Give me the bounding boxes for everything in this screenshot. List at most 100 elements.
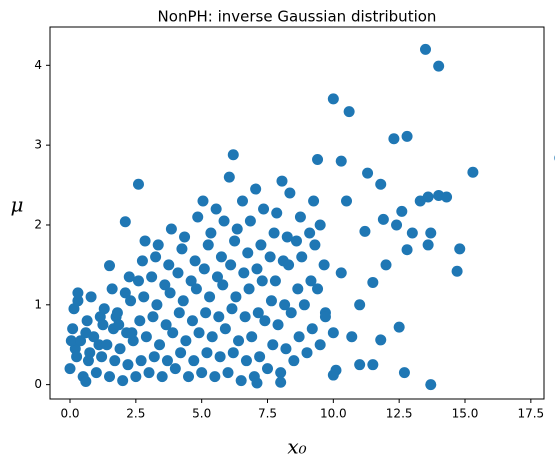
point [301,347,313,359]
point [219,323,231,335]
point [111,307,123,319]
point [292,283,304,295]
point [165,223,177,235]
point [122,359,134,371]
point [90,367,102,379]
point [290,235,302,247]
point [222,367,234,379]
point [143,367,155,379]
x-tick-label: 0.0 [60,407,79,421]
y-tick-label: 2 [34,217,42,231]
point [180,335,192,347]
point [375,178,387,190]
point [229,235,241,247]
point [193,327,205,339]
point [126,327,138,339]
point [135,355,147,367]
point [163,259,175,271]
point [164,287,176,299]
point [114,343,126,355]
point [146,271,158,283]
point [159,279,171,291]
plot-area [64,43,555,391]
point [244,215,256,227]
point [256,275,268,287]
point [71,351,83,363]
point [192,211,204,223]
point [309,239,321,251]
point [246,331,258,343]
point [293,331,305,343]
point [189,255,201,267]
point [467,166,479,178]
point [196,367,208,379]
point [250,183,262,195]
x-tick-label: 7.5 [258,407,277,421]
point [101,339,113,351]
point [242,247,254,259]
point [186,315,198,327]
point [327,369,339,381]
x-tick-label: 5.0 [192,407,211,421]
point [138,291,150,303]
point [304,227,316,239]
point [433,60,445,72]
y-tick-label: 3 [34,138,42,152]
point [218,215,230,227]
point [259,315,271,327]
point [148,351,160,363]
point [318,259,330,271]
point [104,260,116,272]
point [226,303,238,315]
point [401,130,413,142]
point [406,227,418,239]
point [132,275,144,287]
point [422,239,434,251]
point [239,311,251,323]
point [227,347,239,359]
point [140,331,152,343]
point [198,263,210,275]
point [106,283,118,295]
point [268,227,280,239]
point [235,375,247,387]
point [139,235,151,247]
y-tick-label: 0 [34,377,42,391]
point [335,267,347,279]
point [298,299,310,311]
point [225,259,237,271]
point [398,367,410,379]
point [284,187,296,199]
point [367,359,379,371]
chart-title: NonPH: inverse Gaussian distribution [158,8,437,26]
point [175,347,187,359]
x-tick-label: 12.5 [386,407,413,421]
point [281,231,293,243]
y-tick-label: 1 [34,297,42,311]
point [441,191,453,203]
point [271,207,283,219]
point [264,251,276,263]
point [190,283,202,295]
point [88,331,100,343]
point [375,334,387,346]
point [262,363,274,375]
point [388,133,400,145]
point [169,363,181,375]
point [251,377,263,389]
point [362,167,374,179]
point [150,251,162,263]
point [414,195,426,207]
point [252,307,264,319]
point [204,291,216,303]
point [314,339,326,351]
point [210,203,222,215]
point [255,239,267,251]
point [173,307,185,319]
point [134,315,146,327]
point [132,178,144,190]
point [206,331,218,343]
point [267,339,279,351]
point [67,323,79,335]
